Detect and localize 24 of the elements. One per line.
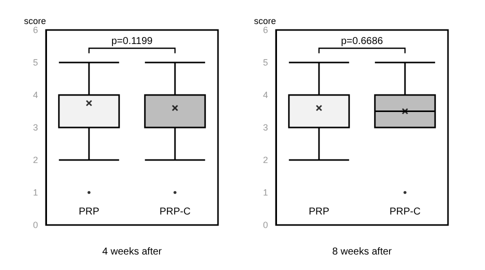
y-tick-label: 3 bbox=[262, 122, 268, 132]
annotation: p=0.6686 bbox=[341, 36, 384, 47]
y-tick-label: 6 bbox=[32, 25, 38, 35]
y-tick-label: 2 bbox=[32, 155, 38, 165]
y-tick-label: 4 bbox=[262, 90, 268, 100]
y-tick-label: 3 bbox=[32, 122, 38, 132]
x-tick-label: PRP-C bbox=[159, 206, 191, 218]
y-tick-label: 0 bbox=[32, 220, 38, 230]
y-axis-title: score bbox=[24, 16, 46, 26]
y-tick-label: 5 bbox=[32, 58, 38, 68]
x-tick-label: PRP-C bbox=[389, 206, 421, 218]
annotation: p=0.1199 bbox=[111, 36, 154, 47]
y-tick-label: 1 bbox=[262, 188, 268, 198]
y-tick-label: 4 bbox=[32, 90, 38, 100]
y-tick-label: 5 bbox=[262, 58, 268, 68]
y-tick-label: 1 bbox=[32, 188, 38, 198]
y-tick-label: 6 bbox=[262, 25, 268, 35]
x-tick-label: PRP bbox=[78, 206, 100, 218]
y-axis-title: score bbox=[254, 16, 276, 26]
x-axis-title: 4 weeks after bbox=[102, 246, 162, 258]
x-axis-title: 8 weeks after bbox=[332, 246, 392, 258]
y-tick-label: 2 bbox=[262, 155, 268, 165]
x-tick-label: PRP bbox=[308, 206, 330, 218]
y-tick-label: 0 bbox=[262, 220, 268, 230]
